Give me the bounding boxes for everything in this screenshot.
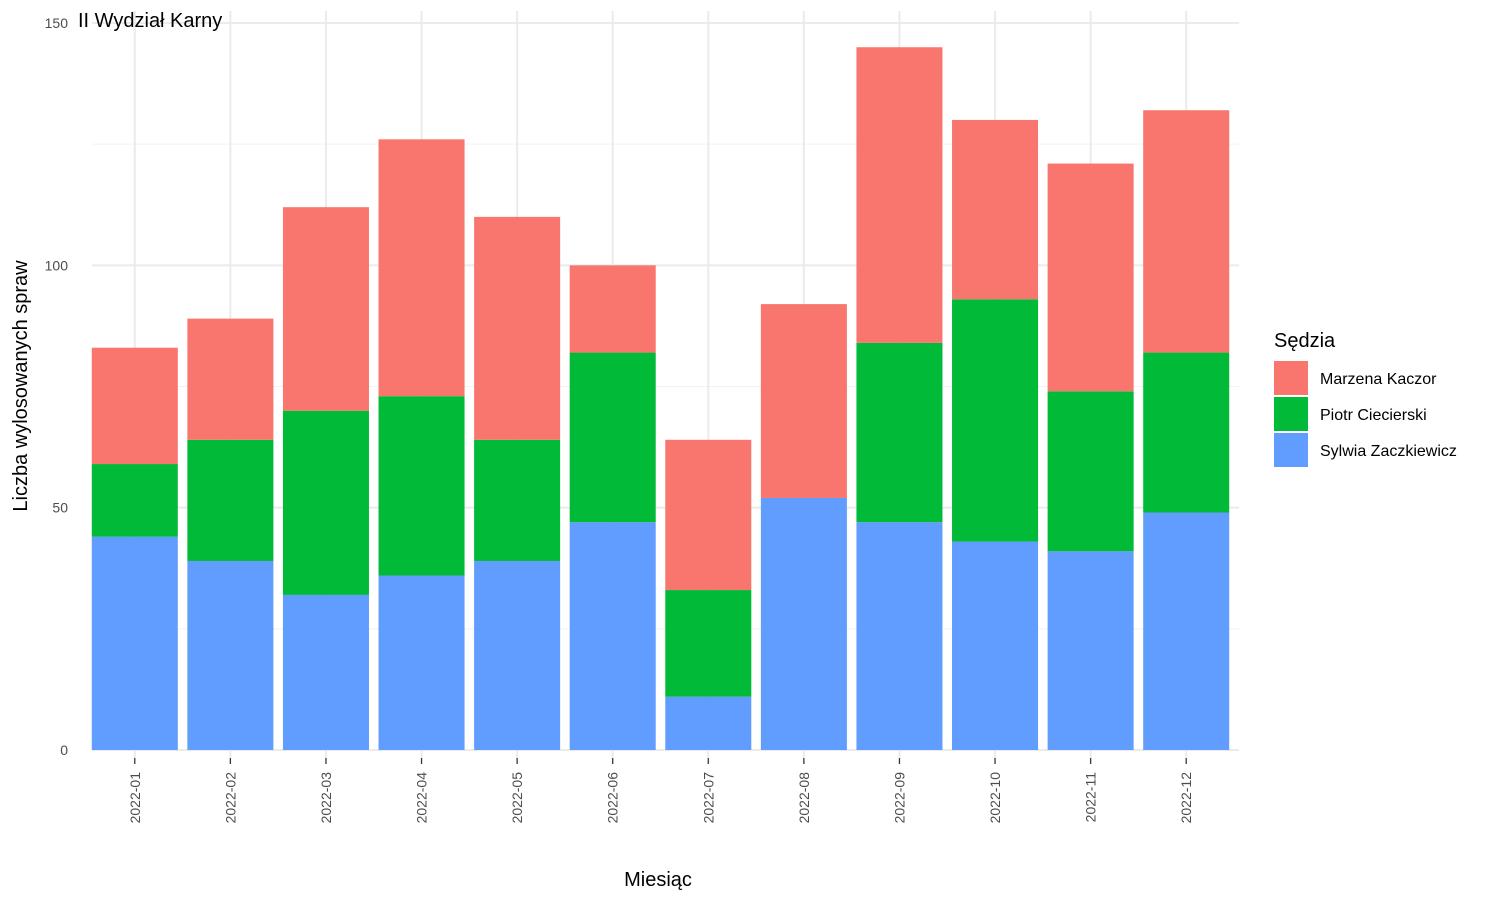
legend-swatch xyxy=(1274,397,1308,431)
y-tick-label: 150 xyxy=(45,15,69,31)
bar-segment xyxy=(1143,512,1230,750)
bar-segment xyxy=(856,342,943,523)
bar-segment xyxy=(91,536,178,750)
legend-title: Sędzia xyxy=(1274,330,1336,352)
bar-segment xyxy=(378,575,465,750)
bar-segment xyxy=(665,696,752,750)
x-tick-label: 2022-01 xyxy=(127,772,143,824)
x-axis-title: Miesiąc xyxy=(624,869,692,891)
bar-segment xyxy=(760,497,847,750)
bar-segment xyxy=(282,594,369,750)
y-axis-ticks: 0 50 100 150 xyxy=(45,15,69,758)
bar-segment xyxy=(1047,163,1134,392)
bar-segment xyxy=(952,119,1039,300)
bar-segment xyxy=(1143,110,1230,353)
bar-segment xyxy=(91,464,178,537)
x-tick-label: 2022-05 xyxy=(509,772,525,824)
bar-segment xyxy=(569,522,656,750)
legend-swatch xyxy=(1274,433,1308,467)
bar-segment xyxy=(91,347,178,465)
bar-segment xyxy=(187,318,274,440)
bar-segment xyxy=(569,265,656,353)
x-tick-label: 2022-08 xyxy=(796,772,812,824)
bar-segment xyxy=(952,541,1039,750)
x-tick-label: 2022-11 xyxy=(1083,772,1099,823)
bar-segment xyxy=(187,439,274,561)
bar-segment xyxy=(187,560,274,750)
x-tick-label: 2022-09 xyxy=(891,772,907,824)
y-tick-label: 100 xyxy=(45,257,69,273)
bar-segment xyxy=(856,47,943,343)
x-tick-label: 2022-12 xyxy=(1178,772,1194,824)
x-tick-label: 2022-07 xyxy=(700,772,716,824)
bar-segment xyxy=(378,139,465,397)
bar-segment xyxy=(1143,352,1230,513)
x-axis-ticks: 2022-01 2022-02 2022-03 2022-04 2022-05 2022-… xyxy=(127,758,1194,823)
legend-swatch xyxy=(1274,361,1308,395)
bar-segment xyxy=(282,410,369,595)
chart-title: II Wydział Karny xyxy=(78,10,222,32)
legend-label: Piotr Ciecierski xyxy=(1320,407,1427,424)
bar-segment xyxy=(1047,391,1134,552)
bar-segment xyxy=(665,590,752,697)
legend-label: Marzena Kaczor xyxy=(1320,371,1437,388)
bar-segment xyxy=(474,560,561,750)
x-tick-label: 2022-02 xyxy=(222,772,238,824)
bar-segment xyxy=(665,439,752,591)
bar-segment xyxy=(282,207,369,411)
bar-segment xyxy=(569,352,656,523)
y-axis-title: Liczba wylosowanych spraw xyxy=(10,260,32,512)
legend: Sędzia Marzena Kaczor Piotr Ciecierski Syl… xyxy=(1274,330,1457,467)
legend-label: Sylwia Zaczkiewicz xyxy=(1320,443,1457,460)
bar-segment xyxy=(952,299,1039,542)
bar-segment xyxy=(474,439,561,561)
bars xyxy=(91,47,1230,750)
y-tick-label: 0 xyxy=(60,742,68,758)
y-tick-label: 50 xyxy=(52,500,68,516)
x-tick-label: 2022-03 xyxy=(318,772,334,824)
x-tick-label: 2022-04 xyxy=(414,772,430,824)
bar-segment xyxy=(474,216,561,440)
bar-segment xyxy=(856,522,943,750)
bar-segment xyxy=(1047,551,1134,750)
bar-segment xyxy=(378,396,465,576)
bar-segment xyxy=(760,304,847,498)
x-tick-label: 2022-06 xyxy=(605,772,621,824)
x-tick-label: 2022-10 xyxy=(987,772,1003,824)
